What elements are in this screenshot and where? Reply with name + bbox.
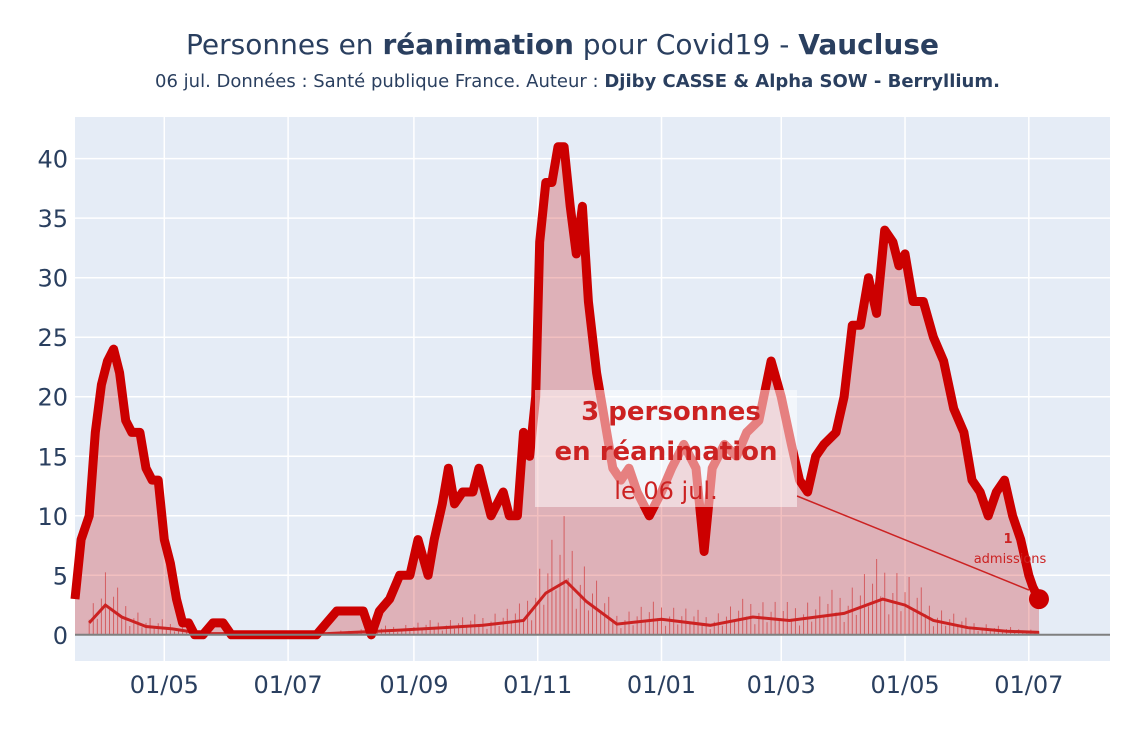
title-bold-region: Vaucluse [798,28,939,61]
y-tick-label: 30 [37,265,68,293]
admissions-text: admissions [974,552,1047,567]
admissions-line [88,579,1040,636]
chart-title: Personnes en réanimation pour Covid19 - … [0,28,1125,61]
x-axis-ticks: 01/05 01/07 01/09 01/11 01/01 01/03 01/05 01/07 [130,671,1064,699]
x-tick-label: 01/07 [254,671,323,699]
x-tick-label: 01/11 [503,671,572,699]
annotation-line2: en réanimation [555,437,778,467]
plot-background [75,117,1110,661]
x-tick-label: 01/05 [870,671,939,699]
y-tick-label: 40 [37,146,68,174]
y-tick-label: 20 [37,384,68,412]
y-tick-label: 5 [53,562,68,590]
admissions-count: 1 [1003,532,1012,547]
subtitle-source: 06 jul. Données : Santé publique France.… [155,71,605,92]
y-axis-ticks: 0 5 10 15 20 25 30 35 40 [37,146,68,650]
chart-subtitle: 06 jul. Données : Santé publique France.… [0,71,1125,92]
title-prefix: Personnes en [186,28,383,61]
y-tick-label: 0 [53,622,68,650]
annotation-line1: 3 personnes [581,397,761,427]
x-tick-label: 01/07 [994,671,1063,699]
y-tick-label: 35 [37,205,68,233]
subtitle-authors: Djiby CASSE & Alpha SOW - Berryllium. [604,71,1000,92]
title-bold-reanimation: réanimation [382,28,574,61]
last-point-marker [1028,589,1049,610]
y-tick-label: 15 [37,443,68,471]
annotation-box [535,390,797,507]
x-tick-label: 01/09 [379,671,448,699]
x-tick-label: 01/05 [130,671,199,699]
annotation-line3: le 06 jul. [614,477,717,505]
y-tick-label: 25 [37,324,68,352]
title-middle: pour Covid19 - [573,28,799,61]
x-tick-label: 01/01 [627,671,696,699]
annotation-pointer-line [796,495,1030,591]
y-tick-label: 10 [37,503,68,531]
x-tick-label: 01/03 [747,671,816,699]
reanimation-line [70,142,1044,640]
